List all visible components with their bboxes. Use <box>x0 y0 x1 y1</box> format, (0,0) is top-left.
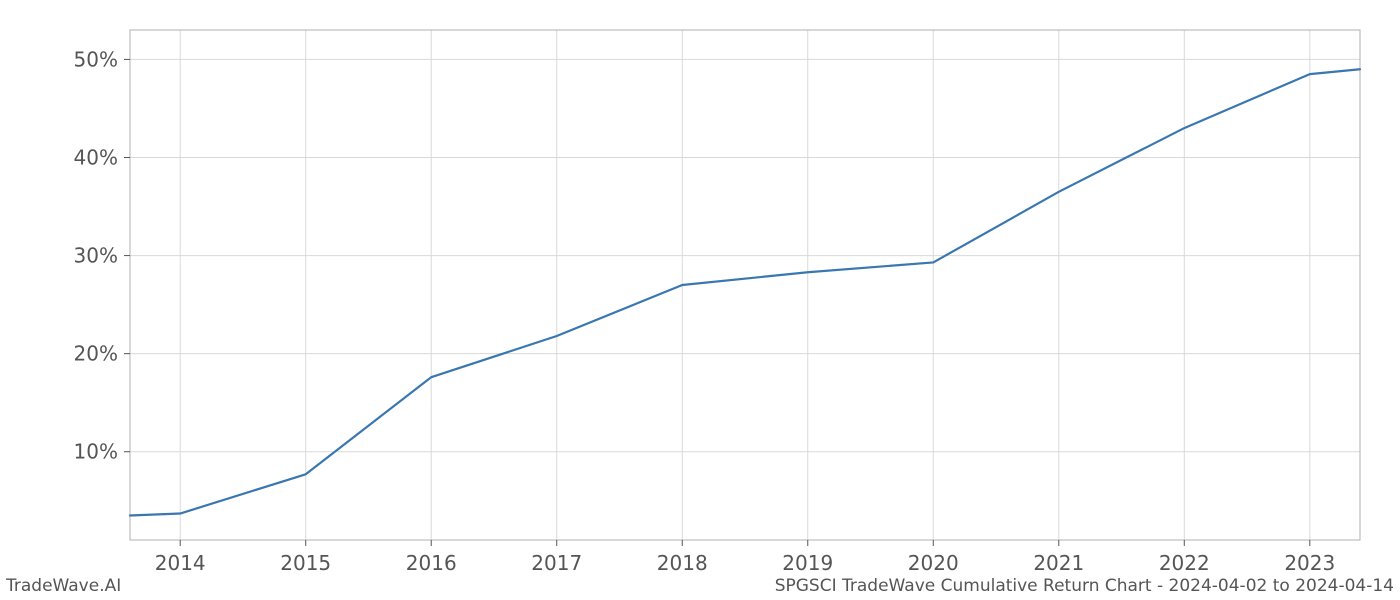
plot-area <box>130 30 1360 540</box>
footer-left-label: TradeWave.AI <box>6 576 121 596</box>
y-tick-label: 50% <box>74 47 118 71</box>
x-tick-label: 2020 <box>908 551 959 575</box>
footer-right-label: SPGSCI TradeWave Cumulative Return Chart… <box>775 576 1394 596</box>
x-tick-label: 2023 <box>1284 551 1335 575</box>
x-tick-label: 2017 <box>531 551 582 575</box>
x-tick-label: 2019 <box>782 551 833 575</box>
y-tick-label: 30% <box>74 244 118 268</box>
x-tick-label: 2014 <box>155 551 206 575</box>
y-tick-label: 10% <box>74 440 118 464</box>
x-tick-label: 2021 <box>1033 551 1084 575</box>
y-tick-label: 20% <box>74 342 118 366</box>
line-chart: 2014 2015 2016 2017 2018 2019 2020 2021 2022 2023… <box>0 0 1400 600</box>
y-tick-label: 40% <box>74 146 118 170</box>
x-tick-label: 2022 <box>1159 551 1210 575</box>
chart-container: 2014 2015 2016 2017 2018 2019 2020 2021 2022 2023… <box>0 0 1400 600</box>
x-tick-label: 2018 <box>657 551 708 575</box>
x-tick-label: 2015 <box>280 551 331 575</box>
x-tick-label: 2016 <box>406 551 457 575</box>
